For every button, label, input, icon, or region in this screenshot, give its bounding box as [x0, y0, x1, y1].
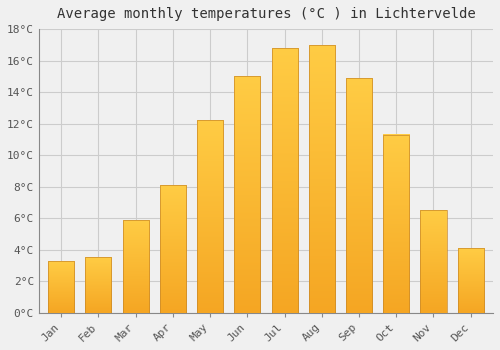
Bar: [272, 48, 297, 313]
Bar: [346, 78, 372, 313]
Bar: [86, 258, 112, 313]
Bar: [308, 45, 335, 313]
Bar: [234, 76, 260, 313]
Title: Average monthly temperatures (°C ) in Lichtervelde: Average monthly temperatures (°C ) in Li…: [56, 7, 476, 21]
Bar: [122, 220, 148, 313]
Bar: [48, 261, 74, 313]
Bar: [383, 135, 409, 313]
Bar: [160, 185, 186, 313]
Bar: [420, 210, 446, 313]
Bar: [197, 120, 223, 313]
Bar: [458, 248, 483, 313]
